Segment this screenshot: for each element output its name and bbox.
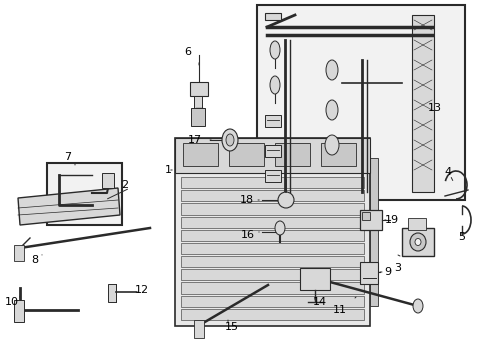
Ellipse shape bbox=[324, 135, 338, 155]
Bar bbox=[264, 115, 280, 127]
Bar bbox=[175, 138, 369, 326]
Bar bbox=[181, 190, 363, 201]
Bar bbox=[190, 82, 208, 96]
Ellipse shape bbox=[325, 100, 337, 120]
Bar bbox=[181, 309, 363, 320]
Bar bbox=[181, 203, 363, 215]
Ellipse shape bbox=[270, 41, 279, 59]
Bar bbox=[181, 296, 363, 307]
Text: 13: 13 bbox=[427, 103, 441, 113]
Text: 10: 10 bbox=[5, 297, 19, 307]
Bar bbox=[300, 268, 329, 290]
Bar bbox=[359, 262, 377, 284]
Text: 17: 17 bbox=[187, 135, 202, 145]
Bar bbox=[264, 170, 280, 182]
Bar bbox=[264, 145, 280, 157]
Bar bbox=[194, 96, 201, 108]
Bar bbox=[102, 173, 114, 188]
Bar bbox=[359, 210, 381, 230]
Bar bbox=[14, 300, 24, 322]
Bar bbox=[264, 13, 280, 20]
Text: 15: 15 bbox=[225, 322, 239, 332]
Text: 5: 5 bbox=[457, 232, 465, 242]
Bar bbox=[181, 282, 363, 294]
Bar bbox=[181, 230, 363, 241]
Bar bbox=[181, 217, 363, 228]
Text: 12: 12 bbox=[135, 285, 149, 295]
Bar bbox=[191, 108, 205, 126]
Bar bbox=[108, 284, 116, 302]
Circle shape bbox=[277, 192, 293, 208]
Text: 2: 2 bbox=[121, 180, 128, 190]
Ellipse shape bbox=[414, 238, 420, 246]
Text: 3: 3 bbox=[393, 263, 401, 273]
Text: 4: 4 bbox=[443, 167, 451, 177]
Bar bbox=[181, 256, 363, 267]
Bar bbox=[361, 212, 369, 220]
Text: 16: 16 bbox=[241, 230, 255, 240]
Bar bbox=[257, 5, 464, 200]
Text: 7: 7 bbox=[64, 152, 72, 162]
Ellipse shape bbox=[226, 134, 233, 146]
Ellipse shape bbox=[325, 60, 337, 80]
Text: 18: 18 bbox=[240, 195, 254, 205]
Text: 19: 19 bbox=[384, 215, 398, 225]
Ellipse shape bbox=[409, 233, 425, 251]
Polygon shape bbox=[18, 188, 120, 225]
Bar bbox=[47, 163, 122, 225]
Text: 8: 8 bbox=[31, 255, 39, 265]
Bar bbox=[14, 245, 24, 261]
Bar bbox=[411, 15, 433, 192]
Bar bbox=[181, 269, 363, 281]
Bar bbox=[369, 158, 377, 306]
Text: 14: 14 bbox=[312, 297, 326, 307]
Bar bbox=[194, 320, 204, 338]
Bar bbox=[228, 143, 263, 166]
Bar bbox=[407, 218, 425, 230]
Bar bbox=[274, 143, 309, 166]
Bar bbox=[181, 243, 363, 254]
Bar bbox=[181, 177, 363, 188]
Text: 11: 11 bbox=[333, 305, 346, 315]
Bar bbox=[320, 143, 355, 166]
Ellipse shape bbox=[412, 299, 422, 313]
Ellipse shape bbox=[274, 221, 285, 235]
Text: 1: 1 bbox=[164, 165, 171, 175]
Bar bbox=[182, 143, 217, 166]
Text: 6: 6 bbox=[184, 47, 191, 57]
Ellipse shape bbox=[222, 129, 238, 151]
Ellipse shape bbox=[270, 76, 279, 94]
Bar bbox=[401, 228, 433, 256]
Bar bbox=[175, 138, 369, 173]
Text: 9: 9 bbox=[384, 267, 391, 277]
